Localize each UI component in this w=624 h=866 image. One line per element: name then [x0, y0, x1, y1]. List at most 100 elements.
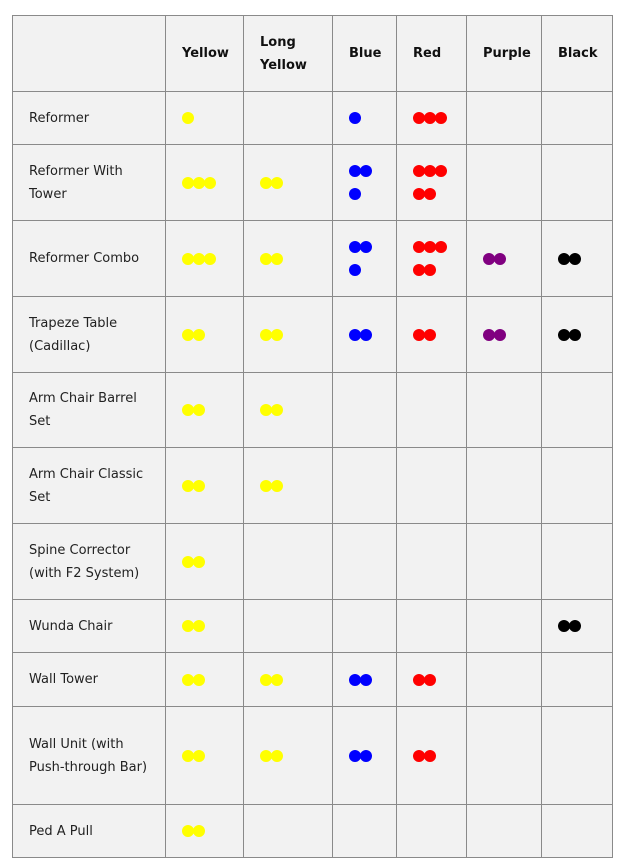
spring-cell: [243, 652, 333, 707]
spring-dots: [413, 165, 453, 211]
spring-cell: [332, 447, 397, 524]
spring-cell: [243, 144, 333, 221]
column-header: Blue: [332, 15, 397, 92]
spring-dots: [182, 749, 222, 773]
spring-dot-icon: [569, 328, 581, 341]
column-header: Purple: [466, 15, 542, 92]
spring-dot-icon: [271, 328, 283, 341]
spring-dots: [260, 673, 300, 697]
spring-dot-icon: [193, 328, 205, 341]
spring-dot-icon: [182, 112, 194, 124]
spring-dots: [558, 620, 598, 643]
spring-dot-icon: [569, 252, 581, 265]
column-header: Long Yellow: [243, 15, 333, 92]
spring-dot-icon: [193, 176, 205, 189]
spring-cell: [396, 296, 467, 373]
spring-cell: [541, 220, 613, 297]
spring-dot-icon: [424, 264, 436, 276]
spring-cell: [541, 91, 613, 145]
spring-dot-icon: [413, 165, 425, 177]
spring-cell: [466, 296, 542, 373]
spring-dots: [349, 328, 375, 352]
spring-cell: [243, 220, 333, 297]
spring-color-table: Yellow Long Yellow Blue Red Purple Black Refo…: [12, 15, 613, 858]
spring-dot-icon: [271, 252, 283, 265]
table-row: Arm Chair Barrel Set: [12, 372, 613, 448]
spring-cell: [396, 220, 467, 297]
spring-cell: [396, 144, 467, 221]
spring-dot-icon: [182, 749, 194, 762]
spring-cell: [332, 804, 397, 858]
spring-dot-icon: [360, 241, 372, 253]
spring-dot-icon: [349, 188, 361, 200]
spring-dot-icon: [349, 112, 361, 124]
spring-dot-icon: [271, 673, 283, 686]
spring-dots: [349, 749, 375, 773]
spring-cell: [396, 599, 467, 653]
spring-cell: [466, 652, 542, 707]
spring-dot-icon: [435, 165, 447, 177]
spring-cell: [396, 706, 467, 805]
spring-dot-icon: [193, 825, 205, 837]
spring-cell: [165, 372, 244, 448]
spring-dot-icon: [260, 479, 272, 492]
spring-dot-icon: [182, 404, 194, 416]
spring-dot-icon: [483, 328, 495, 341]
spring-cell: [243, 523, 333, 600]
spring-cell: [466, 372, 542, 448]
spring-cell: [165, 523, 244, 600]
spring-dot-icon: [413, 112, 425, 124]
spring-cell: [466, 523, 542, 600]
spring-cell: [165, 144, 244, 221]
spring-dot-icon: [260, 673, 272, 686]
spring-dot-icon: [360, 165, 372, 177]
spring-dot-icon: [424, 112, 436, 124]
spring-cell: [332, 91, 397, 145]
spring-dot-icon: [424, 165, 436, 177]
table-row: Wall Tower: [12, 652, 613, 707]
spring-cell: [396, 652, 467, 707]
equipment-name: Ped A Pull: [12, 804, 166, 858]
equipment-name: Reformer With Tower: [12, 144, 166, 221]
spring-dot-icon: [204, 252, 216, 265]
spring-dot-icon: [413, 749, 425, 762]
spring-dot-icon: [260, 404, 272, 416]
spring-dot-icon: [260, 176, 272, 189]
spring-dots: [260, 176, 300, 200]
table-row: Reformer With Tower: [12, 144, 613, 221]
spring-cell: [541, 372, 613, 448]
equipment-name: Trapeze Table (Cadillac): [12, 296, 166, 373]
table-row: Reformer: [12, 91, 613, 145]
spring-dot-icon: [558, 252, 570, 265]
spring-dot-icon: [558, 620, 570, 632]
spring-dot-icon: [424, 188, 436, 200]
spring-cell: [466, 599, 542, 653]
spring-dot-icon: [182, 825, 194, 837]
spring-cell: [466, 447, 542, 524]
column-header: Black: [541, 15, 613, 92]
table-row: Wunda Chair: [12, 599, 613, 653]
spring-dot-icon: [182, 176, 194, 189]
spring-cell: [332, 706, 397, 805]
spring-cell: [396, 91, 467, 145]
spring-dots: [349, 165, 375, 211]
spring-cell: [541, 144, 613, 221]
spring-cell: [332, 144, 397, 221]
spring-cell: [396, 447, 467, 524]
spring-dots: [413, 112, 453, 135]
spring-cell: [332, 599, 397, 653]
spring-cell: [165, 220, 244, 297]
spring-cell: [165, 652, 244, 707]
spring-dot-icon: [271, 479, 283, 492]
spring-cell: [165, 599, 244, 653]
table-row: Reformer Combo: [12, 220, 613, 297]
spring-cell: [396, 804, 467, 858]
header-empty: [12, 15, 166, 92]
spring-dot-icon: [182, 252, 194, 265]
spring-dots: [260, 479, 300, 503]
spring-dot-icon: [182, 555, 194, 568]
spring-dot-icon: [193, 404, 205, 416]
spring-dot-icon: [260, 749, 272, 762]
equipment-name: Reformer Combo: [12, 220, 166, 297]
spring-dots: [182, 112, 222, 135]
